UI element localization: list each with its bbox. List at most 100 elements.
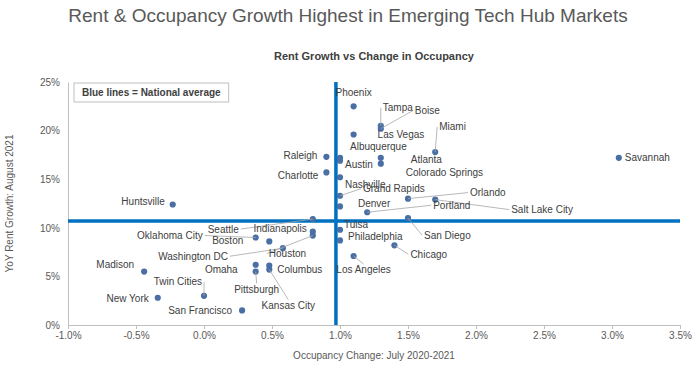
- x-tick-mark: [272, 325, 273, 329]
- y-tick-label: 25%: [40, 77, 60, 88]
- x-tick-label: 1.5%: [397, 330, 420, 341]
- x-tick-label: 2.5%: [533, 330, 556, 341]
- x-tick-label: 0.0%: [193, 330, 216, 341]
- x-tick: 2.5%: [533, 325, 556, 341]
- x-tick-mark: [68, 325, 69, 329]
- point-label: Colorado Springs: [406, 167, 483, 178]
- point-label: Las Vegas: [378, 129, 425, 140]
- average-line-horizontal: [68, 219, 680, 223]
- point: [337, 227, 343, 233]
- plot-area: [68, 82, 680, 325]
- legend-text: Blue lines = National average: [82, 87, 221, 98]
- point-label: Indianapolis: [253, 223, 306, 234]
- point: [337, 174, 343, 180]
- point: [266, 238, 272, 244]
- leader-line: [354, 256, 364, 264]
- x-tick-mark: [612, 325, 613, 329]
- point-label: Philadelphia: [348, 231, 403, 242]
- point-label: Albuquerque: [350, 141, 407, 152]
- y-tick-label: 5%: [46, 271, 61, 282]
- leader-line: [204, 282, 205, 296]
- point-label: Austin: [345, 159, 373, 170]
- point-label: New York: [107, 293, 150, 304]
- x-tick-label: 1.0%: [329, 330, 352, 341]
- x-tick-mark: [680, 325, 681, 329]
- point-label: Boise: [415, 105, 440, 116]
- point-label: San Diego: [424, 230, 471, 241]
- x-tick-label: -1.0%: [55, 330, 81, 341]
- point-label: Portland: [433, 200, 470, 211]
- y-axis-title: YoY Rent Growth: August 2021: [4, 134, 15, 272]
- point: [239, 307, 245, 313]
- point-label: Houston: [269, 248, 306, 259]
- point: [351, 131, 357, 137]
- point-label: Washington DC: [158, 251, 228, 262]
- point: [378, 161, 384, 167]
- point-label: Huntsville: [121, 196, 165, 207]
- x-tick-mark: [408, 325, 409, 329]
- point: [323, 169, 329, 175]
- point-label: Omaha: [205, 264, 238, 275]
- x-axis-line: [69, 325, 681, 326]
- point: [155, 295, 161, 301]
- y-tick-label: 0%: [46, 320, 61, 331]
- point-label: Boston: [212, 235, 243, 246]
- point-label: Charlotte: [278, 170, 319, 181]
- leader-line: [408, 218, 422, 235]
- point-label: Los Angeles: [336, 264, 391, 275]
- y-tick-label: 20%: [40, 125, 60, 136]
- point: [253, 262, 259, 268]
- x-tick: 0.5%: [261, 325, 284, 341]
- leader-line: [340, 189, 361, 196]
- leader-line: [394, 245, 408, 254]
- point-label: Savannah: [625, 152, 670, 163]
- point-label: San Francisco: [168, 305, 232, 316]
- legend: Blue lines = National average: [74, 83, 229, 102]
- point: [616, 155, 622, 161]
- x-axis-title: Occupancy Change: July 2020-2021: [293, 350, 455, 361]
- x-axis: -1.0% -0.5% 0.0% 0.5% 1.0% 1.5% 2.0% 2.5% 3.0% 3.…: [55, 325, 692, 341]
- subtitle: Rent Growth vs Change in Occupancy: [274, 50, 475, 62]
- title: Rent & Occupancy Growth Highest in Emerg…: [68, 5, 627, 26]
- x-tick: 3.5%: [669, 325, 692, 341]
- y-axis-line: [68, 83, 69, 326]
- y-tick: 25%: [40, 77, 68, 88]
- x-tick-mark: [204, 325, 205, 329]
- x-tick: 0.0%: [193, 325, 216, 341]
- point: [170, 201, 176, 207]
- point-label: Orlando: [470, 187, 506, 198]
- point: [337, 203, 343, 209]
- x-tick: 3.0%: [601, 325, 624, 341]
- point-label: Twin Cities: [154, 276, 202, 287]
- leader-line: [256, 272, 257, 284]
- x-tick-label: 2.0%: [465, 330, 488, 341]
- point-label: Madison: [96, 259, 134, 270]
- x-tick-label: 3.0%: [601, 330, 624, 341]
- point-label: Tulsa: [344, 219, 369, 230]
- point-label: Atlanta: [411, 154, 443, 165]
- point: [378, 155, 384, 161]
- y-tick: 0%: [46, 320, 68, 331]
- x-tick-mark: [476, 325, 477, 329]
- point-label: Denver: [358, 198, 391, 209]
- point-label: Grand Rapids: [363, 183, 425, 194]
- point: [351, 103, 357, 109]
- x-tick-mark: [136, 325, 137, 329]
- x-tick: -0.5%: [123, 325, 149, 341]
- point-label: Kansas City: [262, 300, 315, 311]
- point-label: Seattle: [208, 224, 240, 235]
- point-labels: PhoenixTampaBoiseLas VegasMiamiAlbuquerq…: [96, 87, 669, 316]
- average-line-vertical: [334, 82, 338, 325]
- leader-line: [380, 108, 381, 126]
- x-tick-label: 0.5%: [261, 330, 284, 341]
- leader-line: [435, 127, 437, 152]
- point-label: Salt Lake City: [511, 204, 573, 215]
- point-label: Tampa: [383, 102, 413, 113]
- y-tick-label: 10%: [40, 223, 60, 234]
- point-label: Raleigh: [283, 150, 317, 161]
- x-tick: 1.5%: [397, 325, 420, 341]
- x-tick-mark: [340, 325, 341, 329]
- point-label: Oklahoma City: [137, 230, 203, 241]
- chart: Rent & Occupancy Growth Highest in Emerg…: [0, 0, 696, 365]
- point-label: Phoenix: [336, 87, 372, 98]
